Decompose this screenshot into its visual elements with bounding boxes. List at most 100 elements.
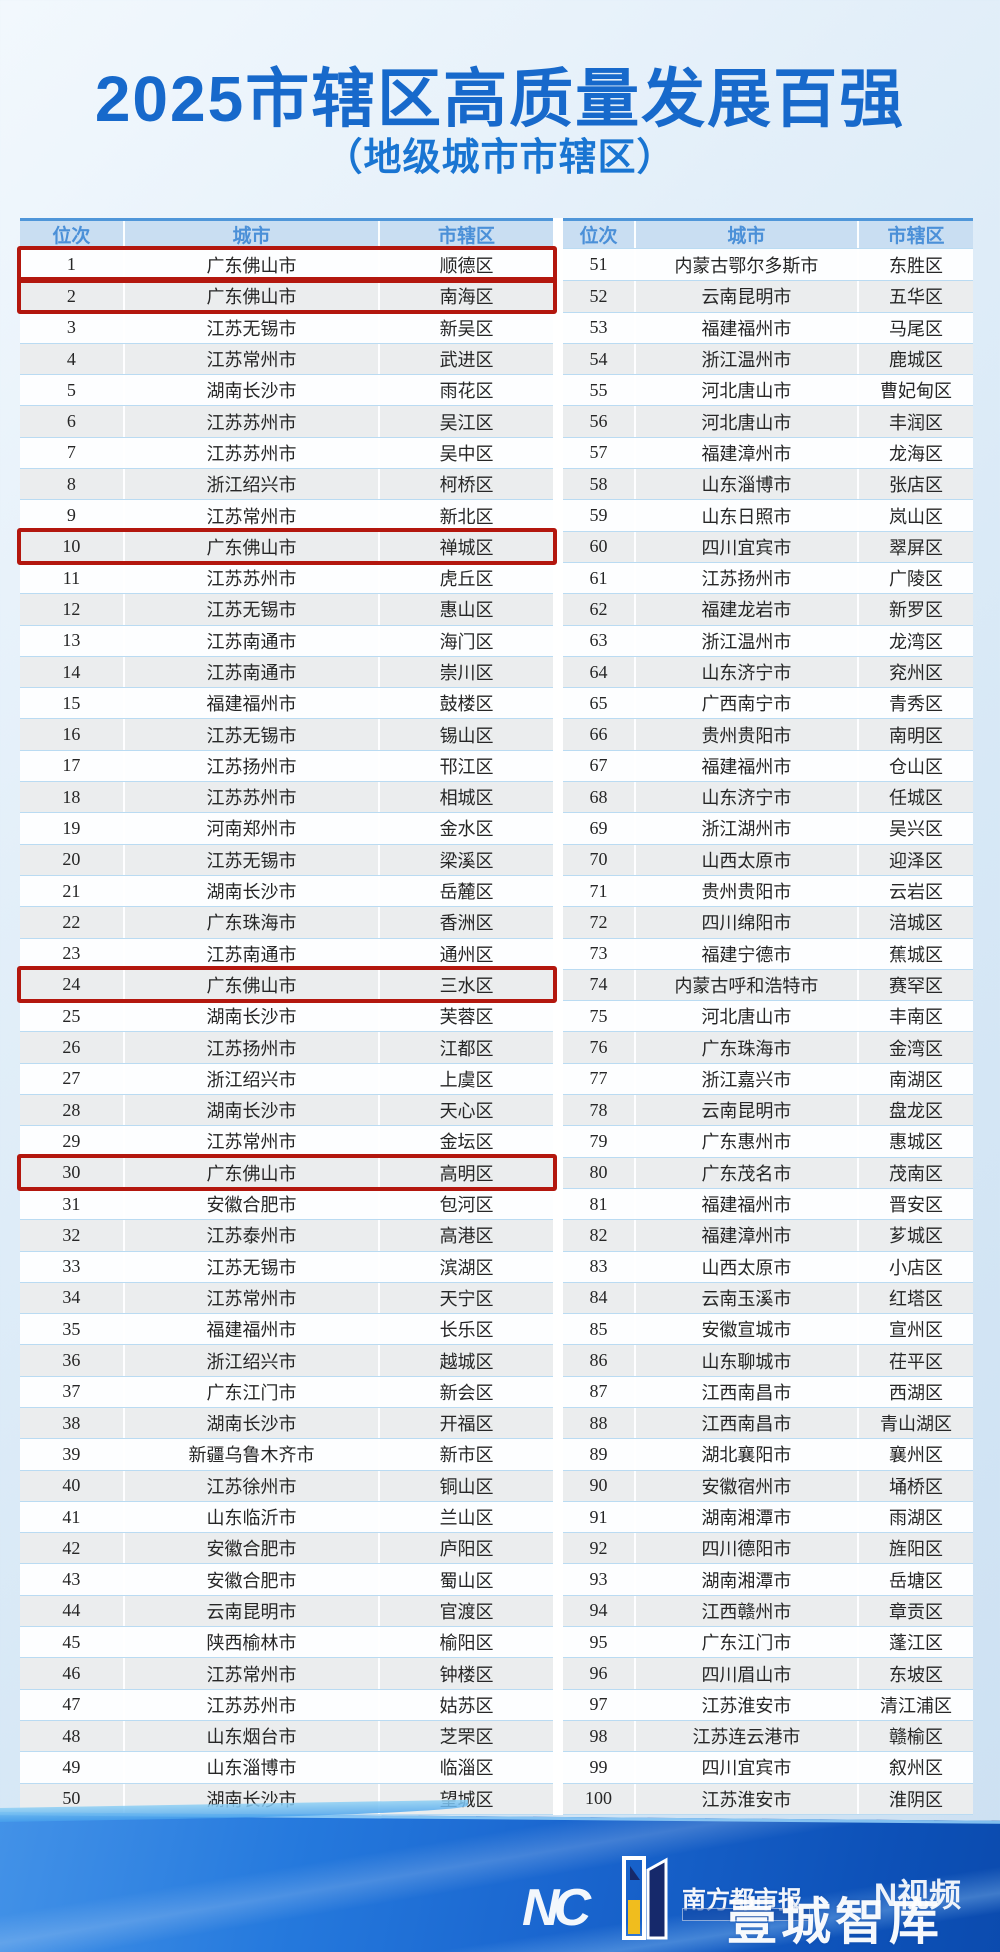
cell-city: 河南郑州市 bbox=[122, 813, 378, 844]
cell-city: 新疆乌鲁木齐市 bbox=[122, 1439, 378, 1470]
cell-city: 江苏常州市 bbox=[122, 1126, 378, 1157]
table-row: 9 江苏常州市 新北区 bbox=[20, 499, 553, 531]
cell-district: 江都区 bbox=[378, 1032, 553, 1063]
cell-rank: 90 bbox=[589, 1475, 608, 1496]
table-body-right: 51 内蒙古鄂尔多斯市 东胜区 52 云南昆明市 五华区 53 福建福州市 马尾… bbox=[563, 249, 973, 1814]
table-row: 46 江苏常州市 钟楼区 bbox=[20, 1657, 553, 1689]
cell-city: 湖北襄阳市 bbox=[633, 1439, 857, 1470]
cell-district: 宣州区 bbox=[856, 1314, 973, 1345]
table-row: 91 湖南湘潭市 雨湖区 bbox=[563, 1500, 973, 1533]
table-row: 4 江苏常州市 武进区 bbox=[20, 342, 553, 375]
cell-rank: 61 bbox=[589, 567, 608, 588]
cell-rank: 47 bbox=[62, 1694, 81, 1715]
cell-rank: 91 bbox=[589, 1506, 608, 1527]
table-row: 22 广东珠海市 香洲区 bbox=[20, 906, 553, 938]
cell-rank: 14 bbox=[62, 661, 81, 682]
table-row: 36 浙江绍兴市 越城区 bbox=[20, 1344, 553, 1376]
table-row: 20 江苏无锡市 梁溪区 bbox=[20, 843, 553, 875]
cell-district: 张店区 bbox=[856, 469, 973, 500]
cell-rank: 49 bbox=[62, 1756, 81, 1777]
cell-district: 海门区 bbox=[378, 625, 553, 656]
cell-district: 兖州区 bbox=[856, 656, 973, 688]
col-header-district: 市辖区 bbox=[856, 221, 973, 248]
cell-city: 山东淄博市 bbox=[633, 469, 857, 500]
table-row: 62 福建龙岩市 新罗区 bbox=[563, 593, 973, 625]
cell-city: 内蒙古鄂尔多斯市 bbox=[633, 249, 857, 281]
table-row: 34 江苏常州市 天宁区 bbox=[20, 1281, 553, 1314]
table-row: 53 福建福州市 马尾区 bbox=[563, 311, 973, 343]
cell-rank: 70 bbox=[589, 849, 608, 870]
table-row: 94 江西赣州市 章贡区 bbox=[563, 1594, 973, 1627]
cell-district: 长乐区 bbox=[378, 1314, 553, 1345]
cell-city: 江苏南通市 bbox=[122, 938, 378, 969]
cell-city: 江西南昌市 bbox=[633, 1407, 857, 1439]
cell-rank: 64 bbox=[589, 661, 608, 682]
table-row: 12 江苏无锡市 惠山区 bbox=[20, 593, 553, 625]
table-row: 75 河北唐山市 丰南区 bbox=[563, 1000, 973, 1032]
cell-city: 广东佛山市 bbox=[122, 281, 378, 312]
cell-city: 广东珠海市 bbox=[122, 907, 378, 938]
cell-rank: 73 bbox=[589, 943, 608, 964]
table-row: 43 安徽合肥市 蜀山区 bbox=[20, 1563, 553, 1595]
cell-district: 禅城区 bbox=[378, 531, 553, 562]
cell-city: 江苏扬州市 bbox=[122, 1032, 378, 1063]
table-row: 64 山东济宁市 兖州区 bbox=[563, 655, 973, 688]
cell-city: 贵州贵阳市 bbox=[633, 875, 857, 907]
table-row: 47 江苏苏州市 姑苏区 bbox=[20, 1688, 553, 1720]
cell-district: 旌阳区 bbox=[856, 1533, 973, 1564]
cell-district: 赛罕区 bbox=[856, 969, 973, 1001]
table-row: 42 安徽合肥市 庐阳区 bbox=[20, 1532, 553, 1564]
cell-rank: 62 bbox=[589, 598, 608, 619]
table-row: 95 广东江门市 蓬江区 bbox=[563, 1626, 973, 1658]
table-row: 76 广东珠海市 金湾区 bbox=[563, 1031, 973, 1063]
table-row: 71 贵州贵阳市 云岩区 bbox=[563, 874, 973, 907]
table-row: 2 广东佛山市 南海区 bbox=[20, 280, 553, 312]
cell-district: 滨湖区 bbox=[378, 1251, 553, 1282]
cell-rank: 93 bbox=[589, 1569, 608, 1590]
cell-rank: 98 bbox=[589, 1725, 608, 1746]
cell-city: 云南昆明市 bbox=[633, 281, 857, 312]
cell-rank: 53 bbox=[589, 317, 608, 338]
cell-district: 新北区 bbox=[378, 500, 553, 531]
table-row: 89 湖北襄阳市 襄州区 bbox=[563, 1438, 973, 1470]
table-row: 69 浙江湖州市 吴兴区 bbox=[563, 812, 973, 844]
cell-city: 江苏苏州市 bbox=[122, 406, 378, 437]
table-row: 6 江苏苏州市 吴江区 bbox=[20, 405, 553, 437]
cell-district: 岳麓区 bbox=[378, 875, 553, 907]
table-row: 21 湖南长沙市 岳麓区 bbox=[20, 874, 553, 907]
cell-rank: 29 bbox=[62, 1130, 81, 1151]
cell-district: 茂南区 bbox=[856, 1157, 973, 1188]
cell-city: 福建福州市 bbox=[633, 1188, 857, 1220]
cell-city: 江苏无锡市 bbox=[122, 1251, 378, 1282]
cell-rank: 38 bbox=[62, 1412, 81, 1433]
cell-rank: 95 bbox=[589, 1631, 608, 1652]
table-row: 25 湖南长沙市 芙蓉区 bbox=[20, 1000, 553, 1032]
table-row: 49 山东淄博市 临淄区 bbox=[20, 1751, 553, 1783]
table-body-left: 1 广东佛山市 顺德区 2 广东佛山市 南海区 3 江苏无锡市 新吴区 4 江苏… bbox=[20, 249, 553, 1814]
cell-rank: 54 bbox=[589, 348, 608, 369]
table-row: 28 湖南长沙市 天心区 bbox=[20, 1094, 553, 1126]
cell-city: 山东济宁市 bbox=[633, 782, 857, 813]
cell-district: 吴兴区 bbox=[856, 813, 973, 844]
cell-city: 安徽宿州市 bbox=[633, 1470, 857, 1501]
cell-rank: 42 bbox=[62, 1537, 81, 1558]
cell-rank: 23 bbox=[62, 943, 81, 964]
cell-city: 四川德阳市 bbox=[633, 1533, 857, 1564]
table-row: 92 四川德阳市 旌阳区 bbox=[563, 1532, 973, 1564]
cell-district: 雨花区 bbox=[378, 375, 553, 406]
cell-city: 广东佛山市 bbox=[122, 249, 378, 281]
cell-district: 顺德区 bbox=[378, 249, 553, 281]
table-row: 67 福建福州市 仓山区 bbox=[563, 749, 973, 782]
cell-district: 天心区 bbox=[378, 1095, 553, 1126]
cell-city: 安徽合肥市 bbox=[122, 1533, 378, 1564]
cell-rank: 82 bbox=[589, 1224, 608, 1245]
col-header-rank: 位次 bbox=[52, 226, 91, 247]
cell-city: 福建福州市 bbox=[633, 750, 857, 782]
table-row: 18 江苏苏州市 相城区 bbox=[20, 781, 553, 813]
cell-district: 曹妃甸区 bbox=[856, 375, 973, 406]
cell-district: 淮阴区 bbox=[856, 1783, 973, 1814]
cell-city: 广东佛山市 bbox=[122, 1157, 378, 1188]
table-row: 40 江苏徐州市 铜山区 bbox=[20, 1469, 553, 1501]
table-row: 29 江苏常州市 金坛区 bbox=[20, 1125, 553, 1157]
cell-city: 四川宜宾市 bbox=[633, 531, 857, 562]
